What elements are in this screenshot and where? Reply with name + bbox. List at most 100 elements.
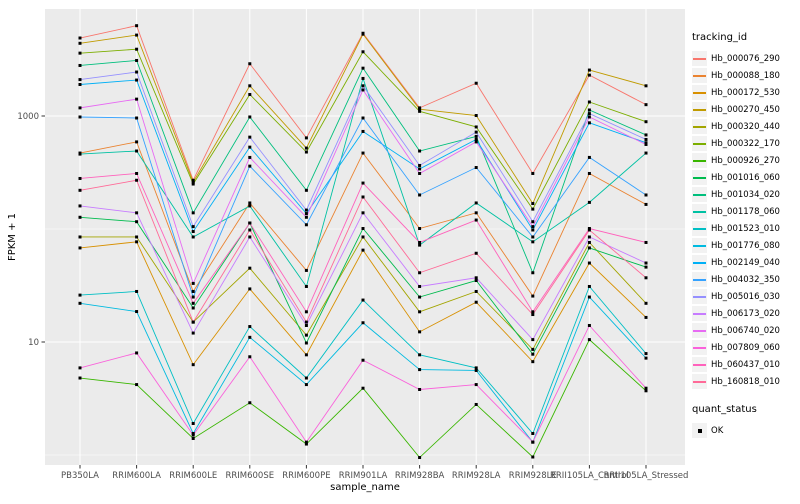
data-point — [304, 442, 308, 446]
data-point — [78, 301, 82, 305]
data-point — [644, 389, 648, 393]
data-point — [135, 310, 139, 314]
data-point — [304, 223, 308, 227]
legend-key-swatch — [692, 340, 707, 355]
data-point — [361, 88, 365, 92]
data-point — [418, 171, 422, 175]
data-point — [531, 235, 535, 239]
data-point — [78, 63, 82, 67]
data-point — [361, 358, 365, 362]
legend-items: Hb_000076_290 Hb_000088_180 Hb_000172_530 H… — [692, 50, 800, 390]
data-point — [78, 51, 82, 55]
data-point — [191, 295, 195, 299]
data-point — [531, 171, 535, 175]
data-point — [78, 366, 82, 370]
data-point — [248, 401, 252, 405]
data-point — [418, 310, 422, 314]
data-point — [531, 202, 535, 206]
data-point — [644, 265, 648, 269]
data-point — [135, 240, 139, 244]
data-point — [135, 235, 139, 239]
x-tick-label: RRIM600LE — [169, 471, 217, 481]
data-point — [135, 220, 139, 224]
series-color-line-icon — [693, 125, 706, 128]
data-point — [304, 208, 308, 212]
data-point — [191, 225, 195, 229]
data-point — [418, 284, 422, 288]
data-point — [361, 32, 365, 36]
data-point — [644, 352, 648, 356]
data-point — [587, 240, 591, 244]
quant-legend-title: quant_status — [692, 404, 757, 415]
data-point — [418, 109, 422, 113]
data-point — [191, 289, 195, 293]
data-point — [248, 92, 252, 96]
data-point — [191, 431, 195, 435]
data-point — [418, 240, 422, 244]
y-tick-label: 10 — [28, 338, 39, 348]
legend-item-label: Hb_006173_020 — [711, 308, 780, 319]
data-point — [248, 266, 252, 270]
data-point — [304, 383, 308, 387]
series-color-line-icon — [693, 295, 706, 298]
data-point — [474, 368, 478, 372]
data-point — [304, 353, 308, 357]
data-point — [135, 289, 139, 293]
data-point — [248, 355, 252, 359]
data-point — [135, 383, 139, 387]
y-axis-title: FPKM + 1 — [7, 213, 18, 261]
series-color-line-icon — [693, 74, 706, 77]
series-color-line-icon — [693, 210, 706, 213]
data-point — [78, 115, 82, 119]
data-point — [361, 129, 365, 133]
data-point — [248, 62, 252, 66]
data-point — [418, 368, 422, 372]
data-point — [474, 279, 478, 283]
data-point — [531, 352, 535, 356]
data-point — [474, 276, 478, 280]
series-color-line-icon — [693, 278, 706, 281]
data-point — [304, 440, 308, 444]
data-point — [78, 376, 82, 380]
data-point — [304, 320, 308, 324]
data-point — [474, 125, 478, 129]
data-point — [135, 70, 139, 74]
data-point — [418, 271, 422, 275]
legend-item-label: Hb_000172_530 — [711, 87, 780, 98]
data-point — [587, 295, 591, 299]
legend-item: Hb_006740_020 — [692, 322, 800, 339]
data-point — [418, 295, 422, 299]
data-point — [644, 84, 648, 88]
data-point — [531, 225, 535, 229]
data-point — [418, 163, 422, 167]
data-point — [191, 281, 195, 285]
data-point — [135, 33, 139, 37]
series-color-line-icon — [693, 57, 706, 60]
data-point — [248, 221, 252, 225]
data-point — [531, 271, 535, 275]
data-point — [531, 347, 535, 351]
point-marker-icon — [697, 428, 702, 433]
data-point — [78, 204, 82, 208]
data-point — [474, 218, 478, 222]
legend-item: Hb_001178_060 — [692, 203, 800, 220]
legend-item-label: Hb_000270_450 — [711, 104, 780, 115]
data-point — [474, 366, 478, 370]
data-point — [474, 114, 478, 118]
data-point — [191, 180, 195, 184]
data-point — [135, 58, 139, 62]
data-point — [361, 235, 365, 239]
data-point — [191, 363, 195, 367]
data-point — [587, 171, 591, 175]
data-point — [531, 455, 535, 459]
x-tick-label: RRIM600PE — [282, 471, 330, 481]
legend-key-swatch — [692, 102, 707, 117]
x-tick-label: PB350LA — [61, 471, 99, 481]
data-point — [361, 181, 365, 185]
quant-key-swatch — [692, 423, 707, 438]
data-point — [248, 287, 252, 291]
data-point — [418, 149, 422, 153]
data-point — [474, 251, 478, 255]
data-point — [644, 276, 648, 280]
